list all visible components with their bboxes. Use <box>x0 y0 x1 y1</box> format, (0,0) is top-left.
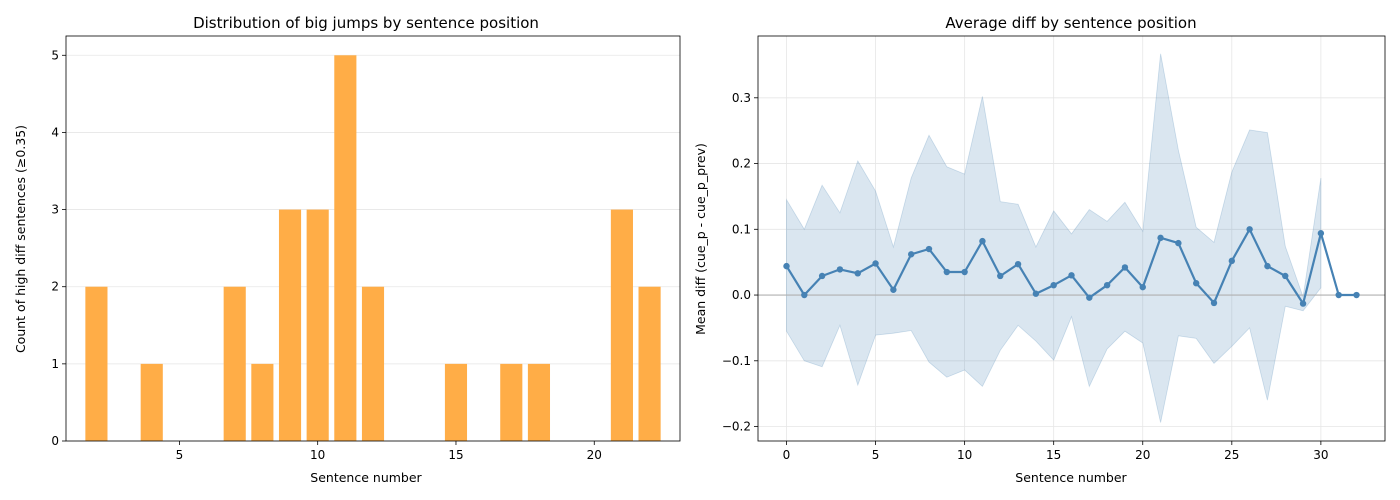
mean-diff-point-10 <box>961 268 968 276</box>
mean-diff-point-19 <box>1121 264 1129 271</box>
line-chart-y-tick-label: −0.2 <box>722 420 751 434</box>
bar-chart-title: Distribution of big jumps by sentence po… <box>193 14 539 32</box>
bar-sentence-4 <box>140 363 163 441</box>
mean-diff-point-14 <box>1032 290 1040 297</box>
mean-diff-point-32 <box>1353 291 1360 299</box>
mean-diff-point-16 <box>1068 272 1075 279</box>
mean-diff-point-2 <box>818 272 826 280</box>
bar-sentence-8 <box>251 363 274 441</box>
mean-diff-point-24 <box>1210 299 1218 307</box>
mean-diff-point-11 <box>979 237 986 245</box>
mean-diff-point-20 <box>1139 283 1146 291</box>
bar-chart-y-tick-label: 1 <box>51 357 59 371</box>
bar-chart-x-tick-label: 10 <box>310 448 325 462</box>
mean-diff-point-1 <box>801 291 808 299</box>
mean-diff-point-31 <box>1335 291 1342 299</box>
line-chart-y-axis-label: Mean diff (cue_p - cue_p_prev) <box>693 143 708 335</box>
bar-sentence-12 <box>361 286 385 441</box>
line-chart-panel: −0.2 −0.1 0.0 0.1 0.2 0.3 0 5 10 15 20 25 30 Average… <box>693 14 1386 485</box>
mean-diff-point-18 <box>1103 281 1111 289</box>
bar-chart-panel: 0 1 2 3 4 5 5 10 15 20 Distribution of big jumps … <box>13 14 681 485</box>
line-chart-y-tick-label: 0.2 <box>732 157 751 171</box>
bar-chart-y-tick-label: 2 <box>51 280 59 294</box>
mean-diff-point-29 <box>1299 300 1307 307</box>
line-chart-frame <box>757 35 1386 442</box>
bar-sentence-18 <box>527 363 551 441</box>
bar-chart-y-tick-label: 0 <box>51 434 59 448</box>
confidence-band <box>786 53 1322 423</box>
bar-sentence-17 <box>500 363 523 441</box>
line-chart-x-tick-label: 5 <box>872 448 880 462</box>
bar-chart-x-tick-label: 20 <box>587 448 602 462</box>
bar-sentence-9 <box>278 209 302 441</box>
line-chart-x-tick-label: 15 <box>1046 448 1061 462</box>
bar-chart-y-axis-label: Count of high diff sentences (≥0.35) <box>13 125 28 353</box>
bar-chart-x-tick-label: 15 <box>448 448 463 462</box>
line-chart-y-tick-label: 0.3 <box>732 91 751 105</box>
bar-sentence-15 <box>444 363 468 441</box>
bar-chart-y-tick-label: 5 <box>51 48 59 62</box>
bar-chart-y-tick-label: 3 <box>51 203 59 217</box>
line-chart-x-axis-label: Sentence number <box>1015 470 1127 485</box>
bar-chart-frame <box>65 35 681 442</box>
bar-sentence-21 <box>610 209 633 441</box>
mean-diff-point-15 <box>1050 281 1057 289</box>
mean-diff-point-30 <box>1317 230 1325 237</box>
mean-diff-point-23 <box>1192 280 1200 287</box>
mean-diff-point-27 <box>1264 262 1271 270</box>
bar-chart-x-axis-label: Sentence number <box>310 470 422 485</box>
line-chart-x-tick-label: 0 <box>783 448 791 462</box>
bar-sentence-11 <box>334 55 357 442</box>
bar-chart-x-tick-label: 5 <box>176 448 184 462</box>
mean-diff-point-22 <box>1175 239 1182 247</box>
line-chart-y-tick-label: −0.1 <box>722 354 751 368</box>
mean-diff-point-8 <box>925 245 933 253</box>
mean-diff-point-12 <box>997 272 1004 280</box>
mean-diff-point-21 <box>1157 234 1164 242</box>
line-chart-x-tick-label: 10 <box>957 448 972 462</box>
mean-diff-point-13 <box>1014 260 1022 268</box>
line-chart-y-tick-label: 0.1 <box>732 222 751 236</box>
mean-diff-point-3 <box>836 266 844 273</box>
mean-diff-point-26 <box>1246 226 1253 233</box>
line-chart-x-tick-label: 30 <box>1313 448 1328 462</box>
bar-sentence-7 <box>223 286 246 441</box>
mean-diff-point-6 <box>890 286 897 293</box>
line-chart-title: Average diff by sentence position <box>945 14 1196 32</box>
mean-diff-point-28 <box>1282 272 1289 280</box>
bar-chart-y-tick-label: 4 <box>51 125 59 139</box>
mean-diff-point-4 <box>854 270 861 277</box>
line-chart-y-tick-label: 0.0 <box>732 288 751 302</box>
line-chart-x-tick-label: 20 <box>1135 448 1150 462</box>
mean-diff-point-25 <box>1228 257 1236 265</box>
line-chart-x-tick-label: 25 <box>1224 448 1239 462</box>
mean-diff-point-9 <box>943 268 951 276</box>
mean-diff-point-0 <box>783 262 790 270</box>
mean-diff-point-7 <box>907 251 915 258</box>
bar-sentence-22 <box>638 286 661 441</box>
bar-sentence-10 <box>306 209 329 441</box>
mean-diff-point-5 <box>872 260 879 267</box>
mean-diff-point-17 <box>1086 294 1093 301</box>
bar-sentence-2 <box>85 286 108 441</box>
